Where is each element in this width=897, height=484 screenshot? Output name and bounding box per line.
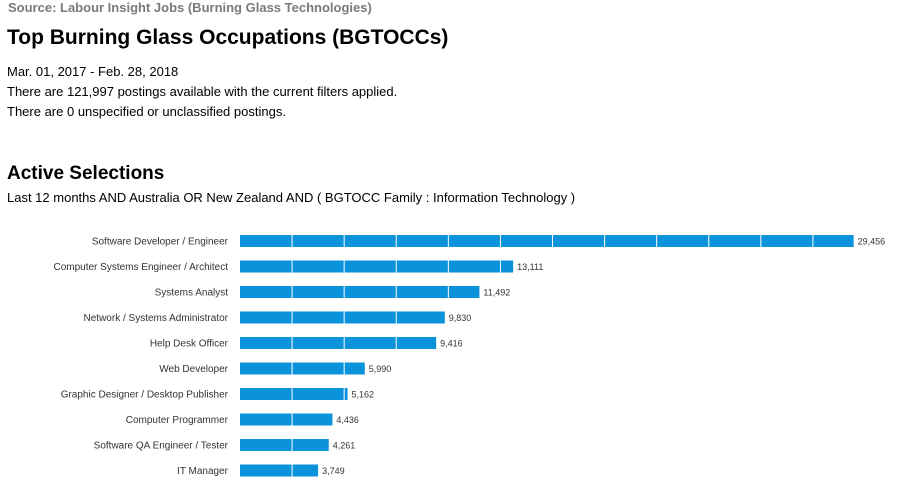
active-selections-filter: Last 12 months AND Australia OR New Zeal… xyxy=(7,190,576,205)
value-label: 4,261 xyxy=(333,441,356,451)
value-label: 9,830 xyxy=(449,313,472,323)
bar[interactable] xyxy=(240,286,480,298)
category-label: Web Developer xyxy=(159,364,228,375)
value-label: 5,990 xyxy=(369,364,392,374)
category-label: IT Manager xyxy=(177,466,229,477)
occupation-bar-chart: Software Developer / Engineer 29,456 Compu… xyxy=(53,235,886,477)
source-note: Source: Labour Insight Jobs (Burning Gla… xyxy=(8,0,372,15)
postings-count-text: There are 121,997 postings available wit… xyxy=(7,84,398,99)
bar[interactable] xyxy=(240,362,365,375)
category-label: Network / Systems Administrator xyxy=(84,313,229,324)
bar[interactable] xyxy=(240,235,854,247)
page-title: Top Burning Glass Occupations (BGTOCCs) xyxy=(7,26,449,49)
bar[interactable] xyxy=(240,464,319,477)
value-label: 11,492 xyxy=(483,288,510,298)
category-label: Help Desk Officer xyxy=(150,339,229,350)
value-label: 9,416 xyxy=(440,339,463,349)
category-label: Software Developer / Engineer xyxy=(92,237,229,248)
bar[interactable] xyxy=(240,337,437,349)
unclassified-count-text: There are 0 unspecified or unclassified … xyxy=(7,104,286,119)
category-label: Computer Systems Engineer / Architect xyxy=(53,262,228,273)
value-label: 5,162 xyxy=(352,390,375,400)
value-label: 13,111 xyxy=(517,262,543,272)
value-label: 4,436 xyxy=(336,415,359,425)
bar[interactable] xyxy=(240,439,329,451)
value-label: 29,456 xyxy=(858,237,886,247)
date-range: Mar. 01, 2017 - Feb. 28, 2018 xyxy=(7,64,179,79)
category-label: Graphic Designer / Desktop Publisher xyxy=(61,390,229,401)
value-label: 3,749 xyxy=(322,466,345,476)
bar[interactable] xyxy=(240,413,333,426)
category-label: Systems Analyst xyxy=(155,288,229,299)
bar[interactable] xyxy=(240,388,348,400)
active-selections-heading: Active Selections xyxy=(7,163,165,184)
bar[interactable] xyxy=(240,260,514,273)
category-label: Software QA Engineer / Tester xyxy=(94,441,229,452)
bar[interactable] xyxy=(240,311,445,324)
category-label: Computer Programmer xyxy=(126,415,229,426)
